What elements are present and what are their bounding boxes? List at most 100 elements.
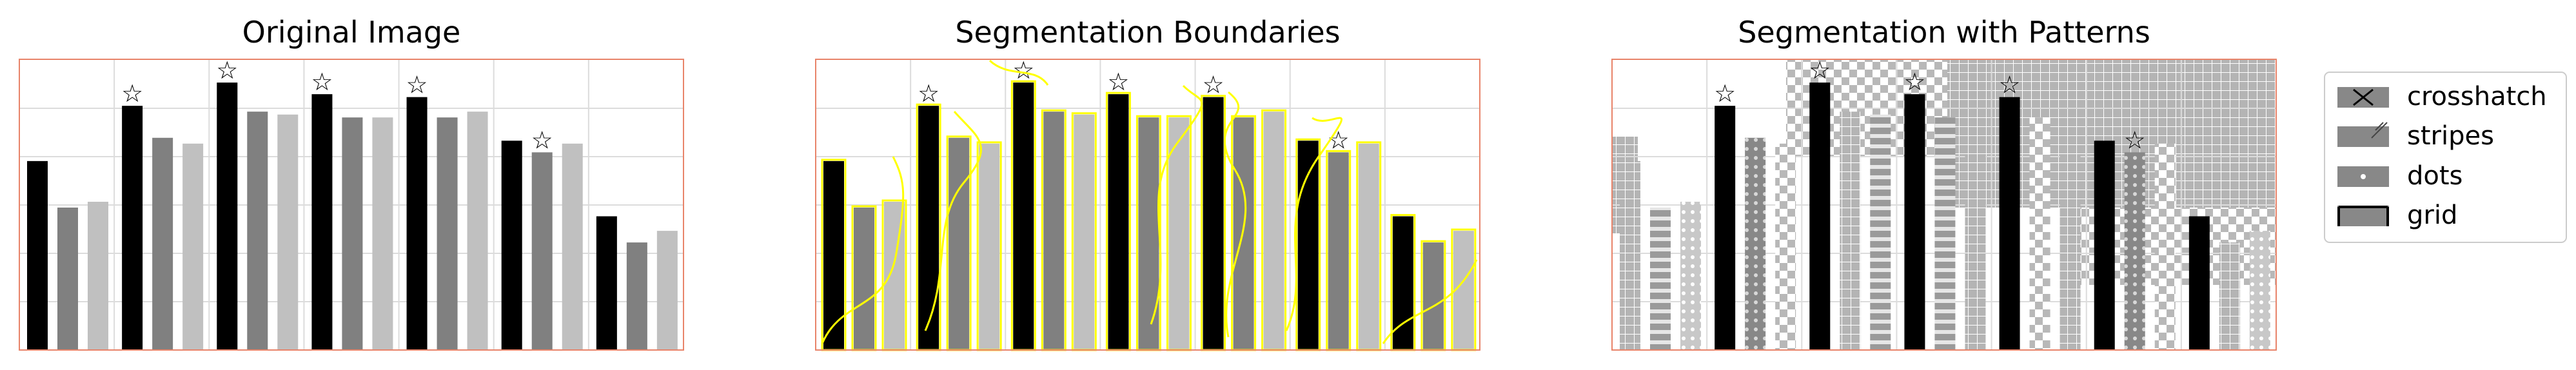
segment-contour bbox=[1150, 84, 1203, 325]
bar bbox=[531, 152, 553, 350]
bar bbox=[88, 201, 108, 350]
star-marker: ☆ bbox=[121, 79, 143, 108]
star-marker: ☆ bbox=[1012, 56, 1034, 84]
legend-frame bbox=[2324, 72, 2567, 243]
bar bbox=[2094, 141, 2115, 350]
legend-label-crosshatch: crosshatch bbox=[2407, 82, 2547, 112]
bar bbox=[823, 161, 844, 350]
bar bbox=[1138, 117, 1159, 350]
bar bbox=[1043, 112, 1065, 350]
bar bbox=[1650, 208, 1671, 350]
bar bbox=[1203, 97, 1224, 350]
stripes-icon bbox=[2371, 122, 2388, 139]
star-marker: ☆ bbox=[531, 126, 553, 154]
star-marker: ☆ bbox=[918, 79, 939, 108]
bar bbox=[437, 117, 458, 350]
dots-icon bbox=[2361, 174, 2366, 179]
star-marker: ☆ bbox=[406, 71, 428, 99]
bar bbox=[1168, 117, 1190, 350]
bar bbox=[1775, 143, 1796, 351]
star-marker: ☆ bbox=[1714, 79, 1736, 108]
bar bbox=[1013, 83, 1034, 350]
star-marker: ☆ bbox=[1903, 68, 1925, 96]
bar bbox=[342, 117, 363, 350]
segment-contour bbox=[1382, 259, 1478, 344]
bar bbox=[1904, 94, 1925, 350]
segment-contour bbox=[1285, 117, 1342, 331]
star-marker: ☆ bbox=[1809, 56, 1831, 84]
star-marker: ☆ bbox=[1107, 68, 1129, 96]
bar bbox=[2154, 143, 2176, 351]
bar bbox=[1870, 114, 1891, 350]
bar bbox=[1358, 143, 1379, 351]
bar bbox=[247, 112, 268, 350]
bar bbox=[1297, 141, 1319, 350]
legend-label-dots: dots bbox=[2407, 161, 2463, 191]
star-marker: ☆ bbox=[1999, 71, 2021, 99]
bar bbox=[57, 208, 78, 350]
segment-contour bbox=[1223, 91, 1247, 338]
legend-swatch-grid bbox=[2337, 206, 2389, 226]
panel-segmentation-boundaries: Segmentation Boundaries☆☆ ☆ ☆☆ bbox=[815, 15, 1480, 351]
legend-item-stripes: stripes bbox=[2337, 121, 2494, 151]
bar bbox=[1840, 112, 1861, 350]
bar bbox=[1745, 137, 1766, 350]
bar bbox=[217, 83, 238, 350]
grid-icon bbox=[2337, 206, 2389, 226]
bar bbox=[372, 117, 393, 350]
legend-item-grid: grid bbox=[2337, 200, 2457, 230]
crosshatch-icon bbox=[2353, 88, 2374, 106]
star-marker: ☆ bbox=[2124, 126, 2146, 154]
bar bbox=[406, 97, 428, 350]
bar bbox=[1108, 94, 1129, 350]
bar bbox=[656, 231, 678, 350]
bar bbox=[1680, 201, 1701, 350]
plot-frame bbox=[815, 59, 1480, 351]
bar bbox=[979, 143, 1000, 351]
bar bbox=[1999, 97, 2020, 350]
bar bbox=[562, 143, 583, 351]
bar bbox=[626, 242, 647, 350]
bar bbox=[1809, 83, 1831, 350]
bar bbox=[1263, 112, 1284, 350]
bar bbox=[596, 216, 617, 350]
legend: crosshatch stripes dots grid bbox=[2324, 72, 2567, 243]
legend-label-stripes: stripes bbox=[2407, 121, 2494, 151]
legend-item-crosshatch: crosshatch bbox=[2337, 82, 2547, 112]
bar bbox=[311, 94, 333, 350]
panel-title: Segmentation with Patterns bbox=[1738, 15, 2150, 50]
legend-item-dots: dots bbox=[2337, 161, 2463, 191]
legend-label-grid: grid bbox=[2407, 200, 2457, 230]
bar bbox=[122, 106, 143, 350]
bar bbox=[1422, 242, 1444, 350]
bar bbox=[2060, 112, 2081, 350]
bar bbox=[918, 106, 939, 350]
bar bbox=[949, 137, 970, 350]
panel-title: Original Image bbox=[242, 15, 461, 50]
segment-contour bbox=[988, 59, 1049, 86]
star-marker: ☆ bbox=[1203, 71, 1224, 99]
bar bbox=[182, 143, 204, 351]
panel-segmentation-patterns: Segmentation with Patterns☆☆ ☆ ☆☆ bbox=[1611, 15, 2277, 351]
bar bbox=[2219, 242, 2240, 350]
plot-frame bbox=[19, 59, 684, 351]
plot-frame bbox=[1611, 59, 2277, 351]
bar bbox=[501, 141, 522, 350]
segment-contour bbox=[821, 156, 905, 344]
bar bbox=[2124, 152, 2145, 350]
star-marker: ☆ bbox=[311, 68, 333, 96]
bar bbox=[2029, 117, 2050, 350]
bar bbox=[152, 137, 173, 350]
bar bbox=[1233, 117, 1254, 350]
bar bbox=[1965, 117, 1986, 350]
bar bbox=[1453, 231, 1474, 350]
bar bbox=[1934, 117, 1956, 350]
panel-title: Segmentation Boundaries bbox=[955, 15, 1340, 50]
bar bbox=[1620, 161, 1640, 350]
bar bbox=[1074, 114, 1095, 350]
bar bbox=[2188, 216, 2210, 350]
star-marker: ☆ bbox=[216, 56, 238, 84]
bar bbox=[2249, 231, 2270, 350]
bar bbox=[277, 114, 299, 350]
